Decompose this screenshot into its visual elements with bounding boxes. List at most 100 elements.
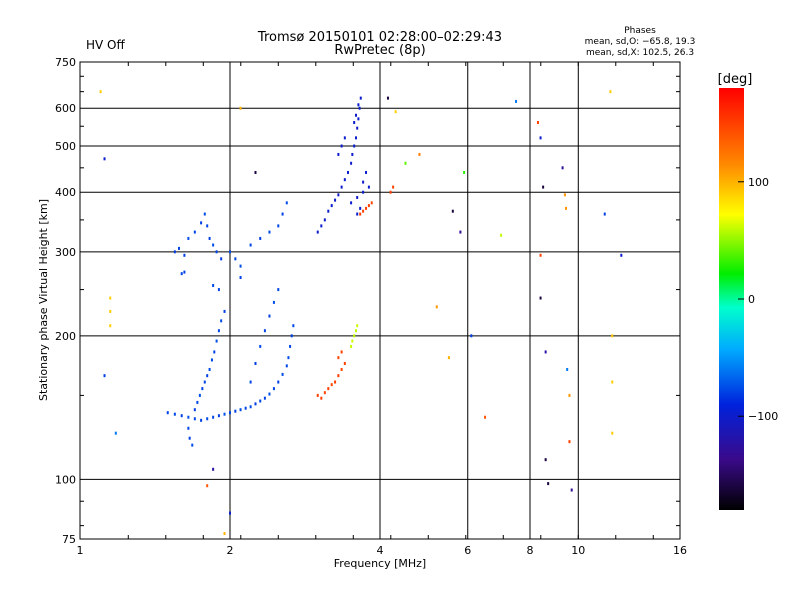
- data-point: [330, 204, 333, 208]
- x-axis-ticks: 1 2 4 6 8 10 16: [77, 62, 687, 557]
- data-point: [201, 387, 204, 391]
- data-point: [180, 414, 183, 418]
- data-point: [215, 250, 218, 254]
- colorbar-tick-label: −100: [748, 410, 778, 423]
- data-point: [187, 415, 190, 419]
- data-point: [340, 367, 343, 371]
- data-point: [611, 431, 614, 435]
- data-point: [254, 361, 257, 365]
- data-point: [206, 484, 209, 488]
- data-point: [435, 305, 438, 309]
- data-point: [353, 334, 356, 338]
- data-point: [565, 206, 568, 210]
- data-point: [281, 212, 284, 216]
- data-point: [239, 264, 242, 268]
- chart-title: Tromsø 20150101 02:28:00–02:29:43: [257, 30, 502, 45]
- data-point: [249, 405, 252, 409]
- x-tick-label: 8: [527, 544, 534, 557]
- data-point: [259, 344, 262, 348]
- data-point: [603, 212, 606, 216]
- data-point: [191, 443, 194, 447]
- data-point: [484, 415, 487, 419]
- data-point: [316, 393, 319, 397]
- data-point: [206, 417, 209, 421]
- data-point: [220, 319, 223, 323]
- y-tick-label: 500: [55, 140, 76, 153]
- data-point: [277, 380, 280, 384]
- data-point: [330, 383, 333, 387]
- data-point: [285, 364, 288, 368]
- data-point: [183, 253, 186, 257]
- data-point: [365, 206, 368, 210]
- data-point: [563, 193, 566, 197]
- data-point: [547, 482, 550, 486]
- phases-o-stats: mean, sd,O: −65.8, 19.3: [585, 37, 696, 47]
- y-tick-label: 600: [55, 102, 76, 115]
- data-point: [254, 402, 257, 406]
- data-point: [337, 152, 340, 156]
- data-point: [198, 393, 201, 397]
- x-tick-label: 1: [77, 544, 84, 557]
- data-point: [259, 399, 262, 403]
- data-point: [193, 230, 196, 234]
- colorbar-unit-label: [deg]: [718, 72, 753, 87]
- data-point: [365, 170, 368, 174]
- colorbar-ticks: 100 0 −100: [738, 176, 778, 423]
- data-point: [386, 96, 389, 100]
- data-point: [259, 236, 262, 240]
- data-point: [239, 408, 242, 412]
- data-point: [173, 250, 176, 254]
- data-point: [193, 408, 196, 412]
- data-point: [370, 201, 373, 205]
- data-point: [173, 412, 176, 416]
- data-point: [239, 106, 242, 110]
- data-point: [359, 212, 362, 216]
- data-point: [362, 190, 365, 194]
- data-point: [611, 380, 614, 384]
- colorbar-tick-label: 100: [748, 176, 769, 189]
- data-point: [337, 193, 340, 197]
- data-point: [268, 314, 271, 318]
- data-point: [187, 236, 190, 240]
- data-point: [570, 488, 573, 492]
- phases-x-stats: mean, sd,X: 102.5, 26.3: [586, 48, 694, 58]
- data-point: [356, 126, 359, 130]
- data-point: [358, 106, 361, 110]
- data-point: [351, 152, 354, 156]
- data-point: [220, 257, 223, 261]
- data-point: [229, 511, 231, 515]
- data-point: [263, 396, 266, 400]
- data-point: [223, 309, 226, 313]
- data-point: [203, 380, 206, 384]
- data-point: [346, 170, 349, 174]
- data-point: [234, 409, 237, 413]
- data-point: [357, 103, 360, 107]
- data-point: [544, 458, 547, 462]
- y-axis-ticks: 75 100 200 300 400 500 600 750: [55, 56, 680, 546]
- data-point: [343, 178, 346, 182]
- data-point: [539, 296, 542, 300]
- data-point: [109, 324, 112, 328]
- data-point: [268, 392, 271, 396]
- data-point: [359, 206, 362, 210]
- data-point: [217, 288, 220, 292]
- data-point: [316, 230, 319, 234]
- data-point: [337, 374, 340, 378]
- data-point: [206, 374, 209, 378]
- data-point: [217, 414, 220, 418]
- data-point: [323, 218, 326, 222]
- data-point: [234, 257, 237, 261]
- data-point: [208, 367, 211, 371]
- y-axis-label: Stationary phase Virtual Height [km]: [37, 199, 50, 401]
- data-point: [277, 288, 280, 292]
- data-point: [362, 180, 365, 184]
- data-point: [343, 136, 346, 140]
- data-point: [418, 152, 421, 156]
- data-point: [620, 253, 623, 257]
- data-point: [277, 224, 280, 228]
- data-point: [544, 350, 547, 354]
- data-point: [109, 309, 112, 313]
- data-point: [354, 329, 357, 333]
- data-point: [212, 415, 215, 419]
